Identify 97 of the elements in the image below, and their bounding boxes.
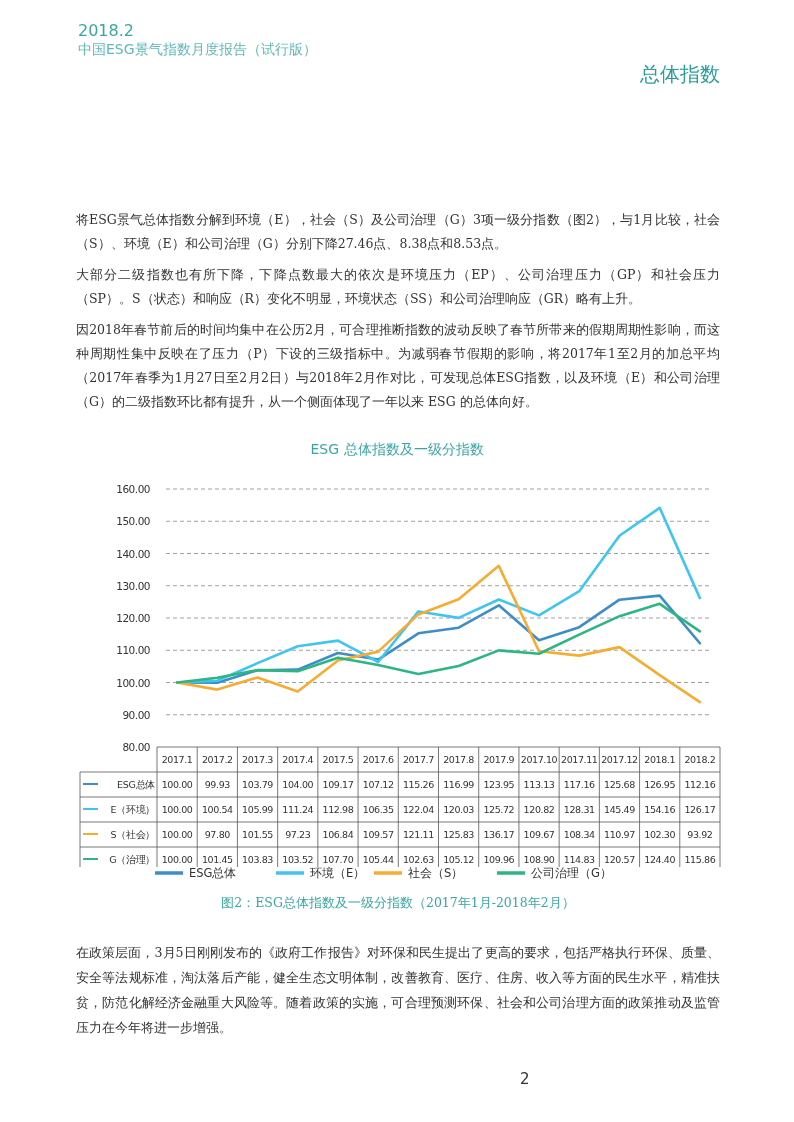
text: 大部分二级指数也有所下降，下降点数最大的依次是环境压力（EP）、公司治理压力（GP）和社会压力（SP）。S（状态）和响应（R）变化不明显，环境状态（SS）和公司治理响应（GR）略有上升。	[76, 266, 720, 308]
y-tick-label: 120.00	[116, 612, 150, 624]
text: 2	[520, 1069, 531, 1090]
data-label: 120.57	[604, 854, 636, 865]
data-label: 102.30	[644, 829, 676, 840]
data-label: 110.97	[604, 829, 636, 840]
text: 在政策层面，3月5日刚刚发布的《政府工作报告》对环保和民生提出了更高的要求，包括严格执行环保、质量、安全等法规标准，淘汰落后产能，健全生态文明体制，改善教育、医疗、住房、收入等方面的民生水平，精准扶贫，防范化解经济金融重大风险等。随着政策的实施，可合理预测环保、社会和公司治理方面的政策推动及监管压力在今年将进一步增强。	[76, 944, 720, 1037]
data-label: 105.99	[242, 804, 274, 815]
data-label: 101.55	[242, 829, 274, 840]
data-label: 126.95	[644, 779, 676, 790]
legend-label: ESG总体	[189, 866, 237, 880]
data-label: 103.52	[282, 854, 314, 865]
data-label: 108.90	[523, 854, 555, 865]
legend-label: 环境（E）	[310, 866, 366, 880]
data-label: 117.16	[563, 779, 596, 790]
data-label: 97.80	[204, 829, 231, 840]
data-label: 115.26	[402, 779, 435, 790]
data-label: 100.00	[161, 779, 193, 790]
text: 将ESG景气总体指数分解到环境（E），社会（S）及公司治理（G）3项一级分指数（图2），与1月比较，社会（S）、环境（E）和公司治理（G）分别下降27.46点、8.38点和8.53点。	[76, 211, 720, 253]
data-label: 104.00	[282, 779, 314, 790]
text: 2018.2	[78, 20, 135, 42]
data-label: 125.83	[443, 829, 475, 840]
y-tick-label: 140.00	[116, 547, 150, 560]
y-tick-label: 130.00	[116, 579, 150, 592]
data-label: 109.57	[362, 829, 394, 840]
y-tick-label: 100.00	[116, 676, 150, 689]
data-label: 105.12	[443, 854, 475, 865]
data-label: 106.35	[362, 804, 394, 815]
data-label: 126.17	[684, 804, 716, 815]
data-label: 115.86	[684, 854, 716, 865]
chart-title: ESG 总体指数及一级分指数	[310, 441, 484, 457]
data-label: 120.82	[523, 804, 555, 815]
text: G（治理）	[109, 854, 155, 865]
data-label: 125.72	[483, 804, 515, 815]
data-label: 105.44	[362, 854, 394, 865]
x-tick-label: 2017.7	[402, 754, 435, 765]
data-label: 100.00	[161, 829, 193, 840]
x-tick-label: 2017.10	[520, 754, 558, 765]
text: 中国ESG景气指数月度报告（试行版）	[78, 41, 317, 57]
x-tick-label: 2017.1	[161, 754, 193, 765]
x-tick-label: 2017.11	[561, 754, 598, 765]
x-tick-label: 2017.8	[443, 754, 475, 765]
y-tick-label: 80.00	[122, 741, 150, 753]
text: 总体指数	[639, 61, 720, 88]
data-label: 116.99	[443, 779, 475, 790]
data-label: 145.49	[604, 804, 636, 815]
x-tick-label: 2017.9	[483, 754, 515, 765]
y-tick-label: 160.00	[116, 483, 150, 495]
data-label: 125.68	[604, 779, 636, 790]
data-label: 113.13	[523, 779, 555, 790]
data-label: 106.84	[322, 829, 354, 840]
legend-label: 社会（S）	[408, 866, 464, 880]
data-label: 112.16	[684, 779, 716, 790]
data-label: 103.79	[242, 779, 274, 790]
data-label: 112.98	[322, 804, 354, 815]
data-label: 109.17	[322, 779, 354, 790]
x-tick-label: 2018.1	[644, 754, 676, 765]
x-tick-label: 2017.6	[362, 754, 394, 765]
y-tick-label: 110.00	[116, 644, 150, 657]
text: 因2018年春节前后的时间均集中在公历2月，可合理推断指数的波动反映了春节所带来的假期周期性影响，而这种周期性集中反映在了压力（P）下设的三级指标中。为减弱春节假期的影响，将2017年1至2月的加总平均（2017年春季为1月27日至2月2日）与2018年2月作对比，可发现总体ESG指数，以及环境（E）和公司治理（G）的二级指数环比都有提升，从一个侧面体现了一年以来 ESG 的总体向好。	[76, 321, 720, 411]
data-label: 124.40	[644, 854, 676, 865]
data-label: 107.70	[322, 854, 354, 865]
caption: 图2：ESG总体指数及一级分指数（2017年1月-2018年2月）	[220, 894, 576, 912]
data-label: 109.67	[523, 829, 555, 840]
x-tick-label: 2017.12	[601, 754, 639, 765]
text: E（环境）	[110, 804, 155, 815]
x-tick-label: 2018.2	[684, 754, 716, 765]
data-label: 100.00	[161, 854, 193, 865]
data-label: 102.63	[402, 854, 435, 865]
legend-label: 公司治理（G）	[531, 866, 612, 880]
data-label: 154.16	[644, 804, 676, 815]
data-label: 101.45	[201, 854, 234, 865]
data-label: 100.54	[201, 804, 234, 815]
data-label: 114.83	[563, 854, 596, 865]
text: S（社会）	[110, 829, 155, 840]
x-tick-label: 2017.5	[322, 754, 354, 765]
x-tick-label: 2017.4	[282, 754, 314, 765]
x-tick-label: 2017.2	[201, 754, 234, 765]
data-label: 122.04	[402, 804, 435, 815]
data-label: 107.12	[362, 779, 394, 790]
data-label: 121.11	[402, 829, 435, 840]
data-label: 111.24	[282, 804, 314, 815]
x-tick-label: 2017.3	[242, 754, 274, 765]
y-tick-label: 90.00	[122, 708, 150, 721]
y-tick-label: 150.00	[116, 515, 150, 528]
data-label: 136.17	[483, 829, 515, 840]
text: ESG总体	[117, 779, 156, 790]
data-label: 97.23	[285, 829, 311, 840]
data-label: 123.95	[483, 779, 515, 790]
data-label: 109.96	[483, 854, 515, 865]
data-label: 103.83	[242, 854, 274, 865]
data-label: 99.93	[204, 779, 231, 790]
data-label: 108.34	[563, 829, 596, 840]
data-label: 93.92	[687, 829, 713, 840]
data-label: 120.03	[443, 804, 475, 815]
data-label: 100.00	[161, 804, 193, 815]
data-label: 128.31	[563, 804, 596, 815]
